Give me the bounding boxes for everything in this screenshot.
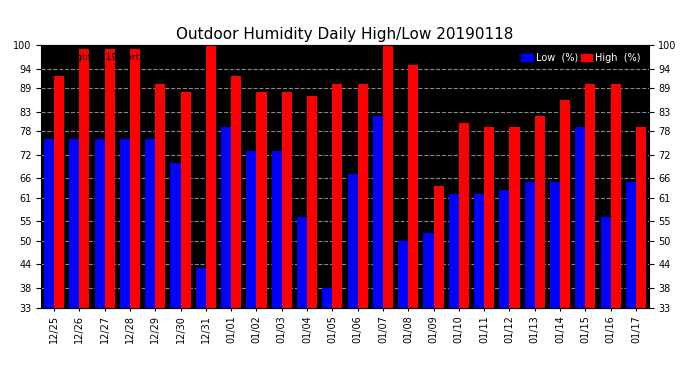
Legend: Low  (%), High  (%): Low (%), High (%) [518,50,644,66]
Bar [398,241,408,308]
Bar [611,84,621,308]
Bar [560,100,570,308]
Bar [636,127,646,308]
Bar [575,127,585,308]
Bar [524,182,535,308]
Bar [120,139,130,308]
Bar [535,116,545,308]
Bar [307,96,317,308]
Bar [550,182,560,308]
Bar [170,162,181,308]
Title: Outdoor Humidity Daily High/Low 20190118: Outdoor Humidity Daily High/Low 20190118 [177,27,513,42]
Bar [130,49,140,308]
Bar [231,76,241,308]
Bar [509,127,520,308]
Bar [408,64,418,308]
Bar [221,127,231,308]
Bar [54,76,64,308]
Bar [357,84,368,308]
Bar [348,174,357,308]
Bar [79,49,90,308]
Bar [145,139,155,308]
Bar [95,139,105,308]
Bar [585,84,595,308]
Bar [297,217,307,308]
Bar [626,182,636,308]
Bar [257,92,266,308]
Bar [282,92,292,308]
Bar [105,49,115,308]
Bar [424,233,433,308]
Bar [206,45,216,308]
Bar [383,45,393,308]
Bar [474,194,484,308]
Bar [181,92,190,308]
Bar [459,123,469,308]
Bar [272,151,282,308]
Bar [333,84,342,308]
Bar [500,190,509,308]
Bar [484,127,494,308]
Bar [448,194,459,308]
Bar [246,151,257,308]
Bar [196,268,206,308]
Bar [44,139,54,308]
Bar [373,116,383,308]
Bar [600,217,611,308]
Bar [433,186,444,308]
Bar [322,288,333,308]
Text: Copyright 2019 Cartronics.com: Copyright 2019 Cartronics.com [48,53,189,62]
Bar [155,84,166,308]
Bar [69,139,79,308]
